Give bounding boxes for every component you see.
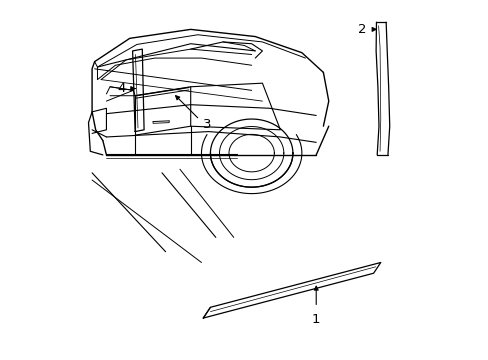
Text: 1: 1 <box>311 313 320 326</box>
Text: 2: 2 <box>357 23 366 36</box>
Text: 4: 4 <box>118 82 126 95</box>
Text: 3: 3 <box>203 118 211 131</box>
